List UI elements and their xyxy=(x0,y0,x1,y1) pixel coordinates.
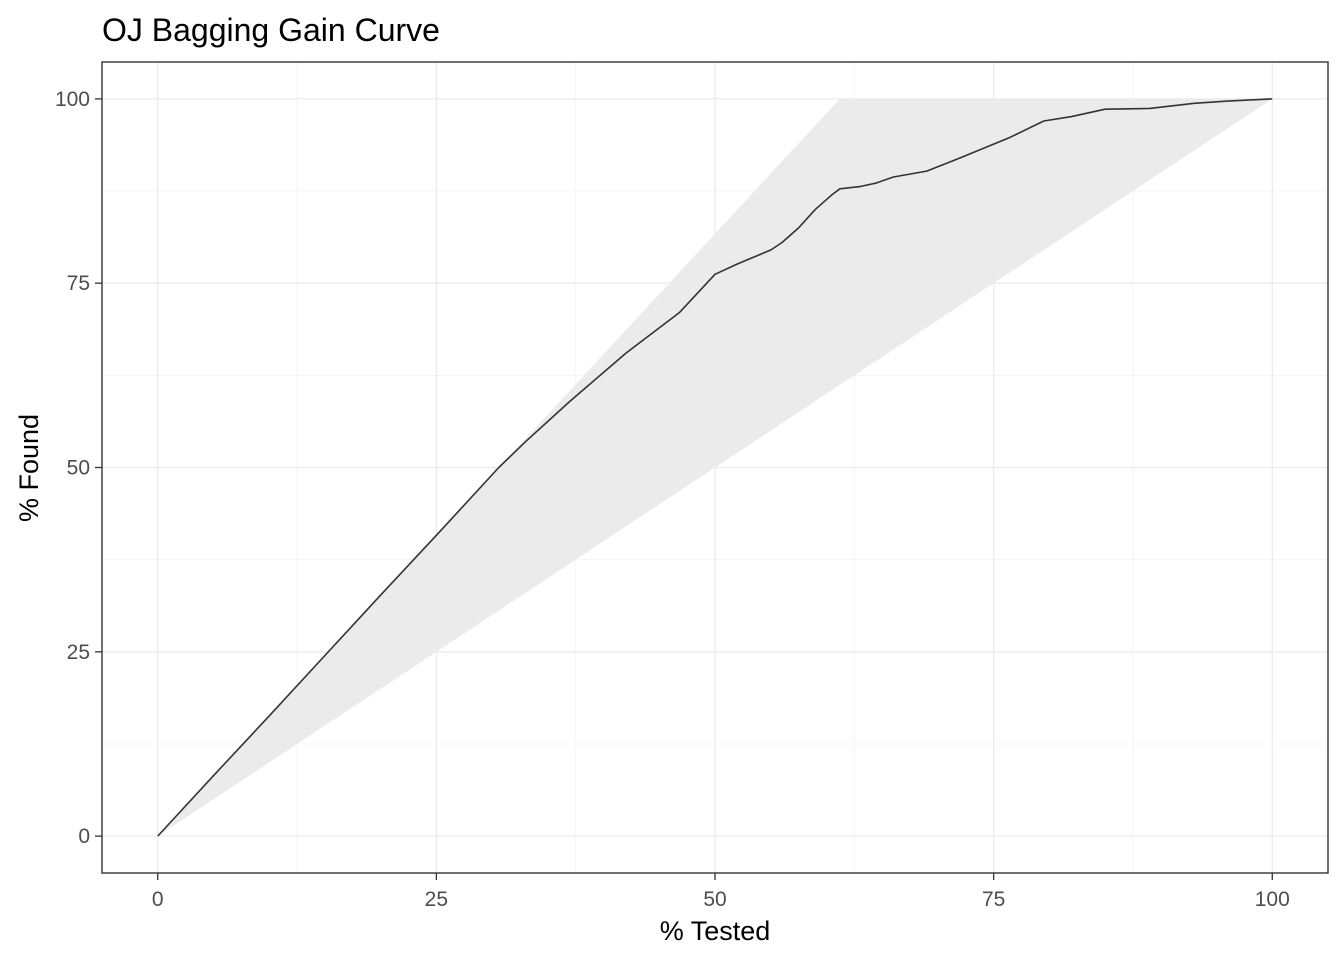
series-layer xyxy=(157,98,1273,837)
x-axis: 0 25 50 75 100 xyxy=(152,873,1290,911)
x-tick-label: 0 xyxy=(152,888,164,911)
y-tick-label: 0 xyxy=(78,825,90,848)
x-axis-title: % Tested xyxy=(660,916,771,946)
y-tick-label: 100 xyxy=(55,88,90,111)
gain-curve-line xyxy=(157,98,1273,837)
ribbon-layer xyxy=(157,98,1273,837)
x-tick-label: 75 xyxy=(982,888,1005,911)
x-tick-label: 25 xyxy=(425,888,448,911)
gain-ribbon xyxy=(157,98,1273,837)
y-axis-title: % Found xyxy=(14,414,44,522)
x-tick-label: 100 xyxy=(1255,888,1290,911)
x-tick-label: 50 xyxy=(703,888,726,911)
chart-title: OJ Bagging Gain Curve xyxy=(102,12,440,48)
y-tick-label: 75 xyxy=(67,272,90,295)
y-axis: 0 25 50 75 100 xyxy=(55,88,102,848)
y-tick-label: 50 xyxy=(67,457,90,480)
y-tick-label: 25 xyxy=(67,641,90,664)
